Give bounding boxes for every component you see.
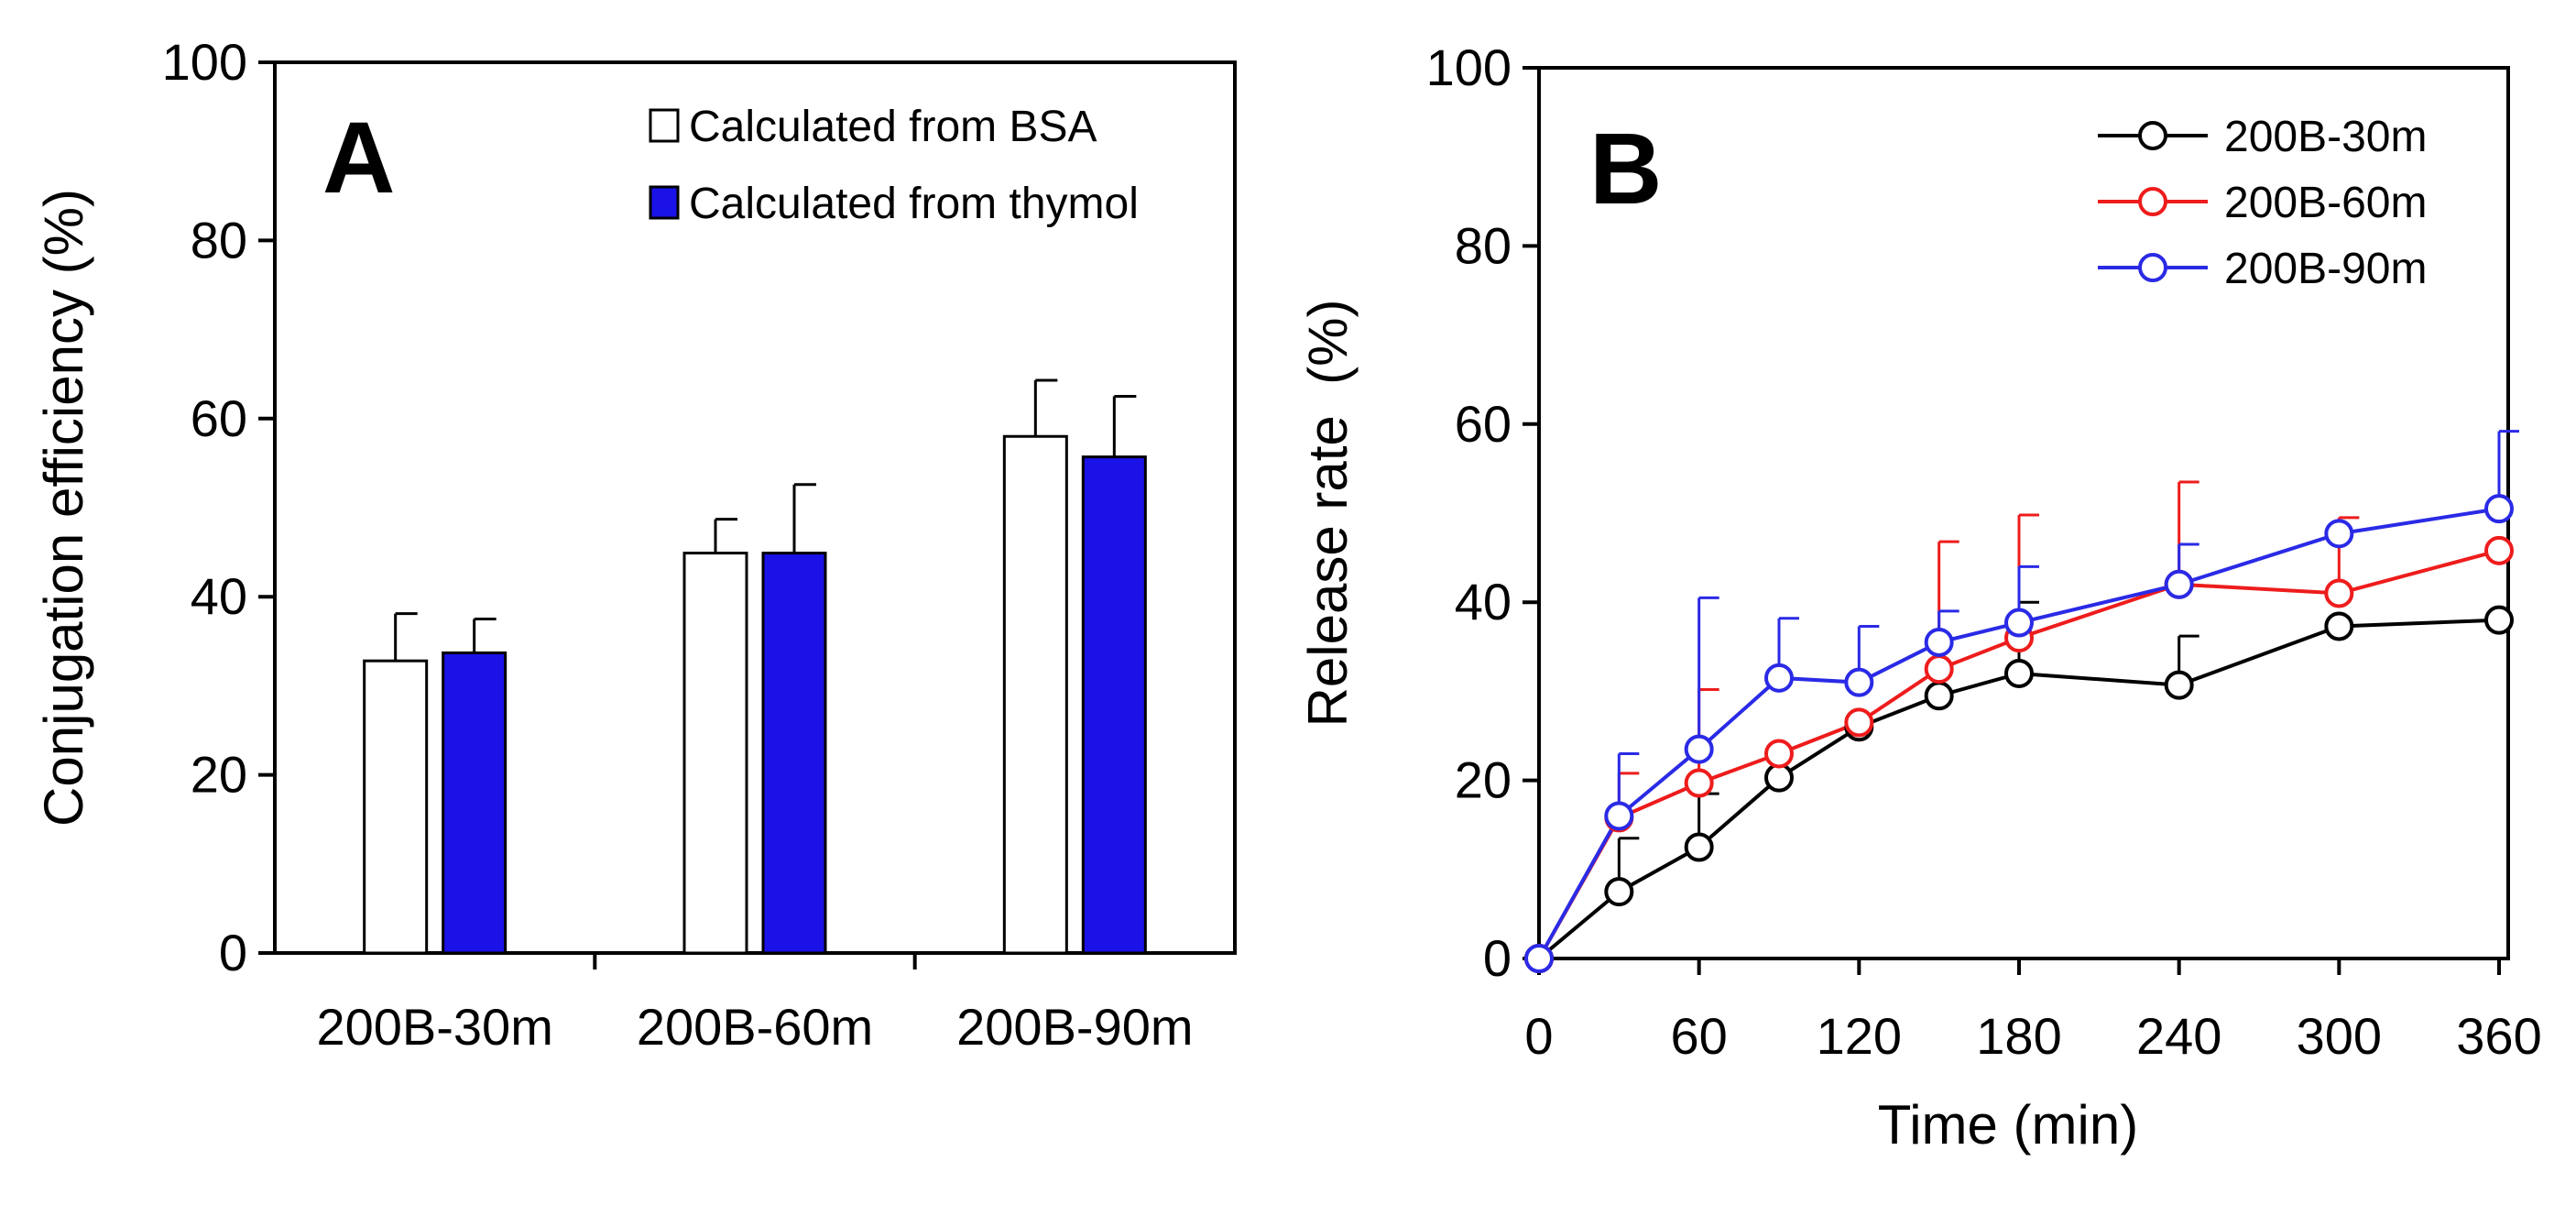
legend-marker-200B-60m xyxy=(2138,187,2167,216)
legend-swatch-thymol xyxy=(649,185,680,220)
series-line-200B-90m xyxy=(1537,507,2500,959)
panel-a-ytick-label: 20 xyxy=(191,746,247,804)
bar-bsa-200B-60m xyxy=(682,552,748,955)
point-200B-90m-t360 xyxy=(2484,494,2514,524)
panel-a-legend: Calculated from BSA Calculated from thym… xyxy=(649,103,1139,228)
bar-thymol-200B-60m xyxy=(761,552,827,955)
panel-a-ytick-label: 100 xyxy=(162,33,247,91)
point-200B-30m-t300 xyxy=(2324,611,2354,641)
panel-b-y-axis: 0 20 40 60 80 100 xyxy=(1426,38,1539,987)
point-200B-90m-t60 xyxy=(1684,734,1714,764)
panel-a-ytick-label: 0 xyxy=(219,924,247,981)
point-200B-60m-t150 xyxy=(1924,654,1954,685)
panel-b-ytick-label: 60 xyxy=(1455,395,1512,453)
panel-b-xtick-label: 60 xyxy=(1671,1007,1728,1065)
point-200B-90m-t120 xyxy=(1844,667,1874,697)
panel-b-xtick-label: 300 xyxy=(2297,1007,2382,1065)
point-200B-30m-t30 xyxy=(1604,877,1634,907)
panel-b-xtick-label: 360 xyxy=(2456,1007,2541,1065)
panel-b-xtick-label: 240 xyxy=(2136,1007,2221,1065)
legend-marker-200B-90m xyxy=(2138,253,2167,282)
point-200B-60m-t300 xyxy=(2324,578,2354,608)
point-200B-30m-t180 xyxy=(2004,658,2034,688)
legend-label-thymol: Calculated from thymol xyxy=(689,180,1139,228)
panel-a-ylabel: Conjugation efficiency (%) xyxy=(33,189,94,827)
panel-a-plot-frame xyxy=(273,60,1237,955)
point-200B-30m-t60 xyxy=(1684,832,1714,862)
point-200B-60m-t120 xyxy=(1844,707,1874,738)
panel-b-series-lines xyxy=(1537,507,2500,960)
legend-label-200B-90m: 200B-90m xyxy=(2224,245,2427,293)
panel-b-xtick-label: 120 xyxy=(1817,1007,1902,1065)
panel-b-legend: 200B-30m 200B-60m 200B-90m xyxy=(2098,113,2427,293)
panel-b-points xyxy=(1524,494,2514,973)
point-200B-90m-t0 xyxy=(1524,944,1554,973)
panel-b-x-axis: 0 60 120 180 240 300 360 xyxy=(1524,959,2542,1065)
panel-a-ytick-label: 60 xyxy=(191,389,247,447)
panel-a-error-bars xyxy=(394,378,1137,662)
legend-marker-200B-30m xyxy=(2138,121,2167,150)
panel-b-xlabel: Time (min) xyxy=(1878,1094,2138,1156)
point-200B-90m-t180 xyxy=(2004,608,2034,638)
point-200B-30m-t240 xyxy=(2164,670,2194,700)
panel-a-y-axis: 0 20 40 60 80 100 xyxy=(162,33,275,981)
legend-label-200B-60m: 200B-60m xyxy=(2224,179,2427,227)
series-line-200B-30m xyxy=(1537,618,2500,960)
panel-a-ytick-label: 80 xyxy=(191,211,247,268)
legend-label-bsa: Calculated from BSA xyxy=(689,103,1097,151)
point-200B-30m-t150 xyxy=(1924,681,1954,711)
panel-b-ytick-label: 80 xyxy=(1455,216,1512,274)
series-line-200B-60m xyxy=(1537,548,2500,959)
panel-a-bars xyxy=(363,434,1147,955)
panel-a-letter: A xyxy=(322,102,395,214)
bar-bsa-200B-90m xyxy=(1002,434,1068,955)
point-200B-60m-t360 xyxy=(2484,535,2514,565)
bar-thymol-200B-90m xyxy=(1081,455,1147,955)
panel-b-xtick-label: 0 xyxy=(1524,1007,1553,1065)
panel-a-ytick-label: 40 xyxy=(191,567,247,625)
point-200B-60m-t60 xyxy=(1684,768,1714,798)
panel-b-ytick-label: 0 xyxy=(1483,929,1512,987)
panel-b-xtick-label: 180 xyxy=(1976,1007,2061,1065)
point-200B-30m-t90 xyxy=(1764,762,1794,793)
point-200B-90m-t90 xyxy=(1764,663,1794,693)
panel-b-letter: B xyxy=(1589,113,1662,225)
point-200B-90m-t240 xyxy=(2164,569,2194,599)
panel-b-ytick-label: 20 xyxy=(1455,751,1512,809)
panel-b-ylabel: Release rate (%) xyxy=(1297,300,1359,728)
panel-b-ytick-label: 100 xyxy=(1426,38,1512,96)
panel-b-ytick-label: 40 xyxy=(1455,573,1512,630)
point-200B-60m-t90 xyxy=(1764,739,1794,769)
panel-b-error-bars xyxy=(1617,430,2519,893)
point-200B-90m-t30 xyxy=(1604,801,1634,831)
bar-bsa-200B-30m xyxy=(363,659,429,955)
bar-thymol-200B-30m xyxy=(442,651,508,955)
point-200B-90m-t150 xyxy=(1924,627,1954,657)
panel-a-xtick-label: 200B-30m xyxy=(316,998,552,1056)
panel-a-x-axis: 200B-30m 200B-60m 200B-90m xyxy=(316,953,1194,1056)
point-200B-90m-t300 xyxy=(2324,519,2354,549)
panel-a-xtick-label: 200B-90m xyxy=(956,998,1193,1056)
point-200B-30m-t360 xyxy=(2484,605,2514,635)
panel-b-line-chart: 0 20 40 60 80 100 0 60 120 180 240 300 360 Release … xyxy=(1297,38,2542,1156)
legend-swatch-bsa xyxy=(649,108,680,143)
panel-a-xtick-label: 200B-60m xyxy=(637,998,873,1056)
legend-label-200B-30m: 200B-30m xyxy=(2224,113,2427,161)
panel-a-bar-chart: 0 20 40 60 80 100 200B-30m 200B-60m 200B-90m Co… xyxy=(33,33,1237,1056)
